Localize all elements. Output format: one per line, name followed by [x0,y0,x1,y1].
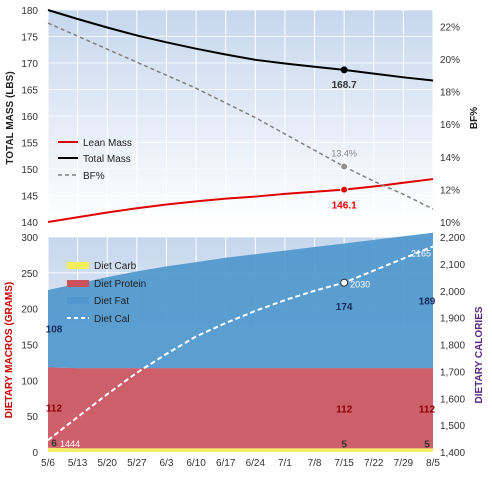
diet-annotation-label: 112 [46,404,63,415]
calories-y-axis-title: DIETARY CALORIES [474,306,485,403]
macros-y-tick-label: 100 [21,376,38,387]
legend-diet-cal-label: Diet Cal [94,314,130,325]
legend-total-mass-label: Total Mass [83,154,131,165]
calories-y-tick-label: 1,400 [440,448,465,459]
x-tick-label: 5/20 [97,458,117,469]
mass-chart: 168.7 13.4% 146.1 140 145 150 155 160 165 170 175… [5,6,480,229]
diet-annotation-label: 108 [46,325,63,336]
calories-y-tick-label: 1,800 [440,341,465,352]
x-tick-label: 6/10 [186,458,206,469]
calories-y-tick-label: 2,200 [440,233,465,244]
x-tick-label: 5/6 [41,458,55,469]
legend-diet-fat-swatch [67,297,89,304]
mass-y-tick-label: 140 [21,218,38,229]
diet-fat-area [48,232,433,369]
macros-y-tick-label: 200 [21,305,38,316]
x-tick-label: 7/22 [364,458,384,469]
calories-y-tick-labels: 1,400 1,500 1,600 1,700 1,800 1,900 2,000 2,100… [440,233,465,459]
x-tick-label: 7/15 [334,458,354,469]
diet-carb-area [48,447,433,452]
mass-y-axis-title: TOTAL MASS (LBS) [5,71,16,164]
mass-annotation-marker [340,162,349,171]
lean-mass-line [47,178,434,223]
diet-cal-marker [340,278,349,287]
legend-diet-protein-swatch [67,280,89,287]
bf-y-tick-labels: 10% 12% 14% 16% 18% 20% 22% [440,22,460,229]
diet-protein-area [48,367,433,449]
mass-annotation-label: 168.7 [332,80,357,91]
bf-y-tick-label: 18% [440,88,460,99]
diet-chart: 6 5 5 112 112 112 108 174 189 1444 2030 2165 0 50 100… [4,232,485,469]
legend-diet-protein-label: Diet Protein [94,279,146,290]
x-tick-label: 7/8 [308,458,322,469]
bf-y-tick-label: 20% [440,55,460,66]
mass-y-tick-label: 155 [21,139,38,150]
x-tick-label: 7/29 [394,458,414,469]
bf-y-tick-label: 22% [440,22,460,33]
mass-y-tick-labels: 140 145 150 155 160 165 170 175 180 [21,6,38,229]
diet-annotation-label: 112 [336,404,353,415]
mass-y-tick-label: 170 [21,59,38,70]
diet-annotation-label: 5 [424,439,430,450]
mass-y-tick-label: 150 [21,165,38,176]
mass-y-tick-label: 180 [21,6,38,17]
macros-y-axis-title: DIETARY MACROS (GRAMS) [4,282,15,418]
legend-diet-carb-label: Diet Carb [94,261,137,272]
diet-annotation-label: 189 [419,296,436,307]
bf-y-tick-label: 10% [440,218,460,229]
diet-annotation-label: 5 [341,439,347,450]
diet-annotation-label: 2030 [350,280,370,290]
diet-annotation-label: 2165 [411,248,431,258]
macros-y-tick-label: 50 [27,412,39,423]
x-tick-label: 6/17 [216,458,236,469]
mass-annotation-marker [340,185,349,194]
diet-legend: Diet Carb Diet Protein Diet Fat Diet Cal [67,261,146,325]
x-tick-label: 6/3 [160,458,174,469]
legend-lean-mass-label: Lean Mass [83,138,132,149]
calories-y-tick-label: 1,900 [440,314,465,325]
macros-y-tick-label: 250 [21,269,38,280]
diet-series: 6 5 5 112 112 112 108 174 189 1444 2030 2165 [46,232,436,452]
diet-annotation-label: 174 [336,302,353,313]
mass-y-tick-label: 175 [21,33,38,44]
mass-legend: Lean Mass Total Mass BF% [58,138,132,182]
x-tick-label: 5/27 [127,458,147,469]
date-x-tick-labels: 5/6 5/13 5/20 5/27 6/3 6/10 6/17 6/24 7/1 7/8 7/15… [41,458,440,469]
bf-y-axis-title: BF% [469,107,480,129]
diet-annotation-label: 112 [419,404,436,415]
calories-y-tick-label: 1,700 [440,367,465,378]
diet-annotation-label: 6 [51,439,57,450]
macros-y-tick-label: 150 [21,341,38,352]
diet-cal-line [47,245,434,441]
x-tick-label: 8/5 [426,458,440,469]
bf-y-tick-label: 14% [440,153,460,164]
macros-y-tick-label: 0 [32,448,38,459]
calories-y-tick-label: 1,600 [440,394,465,405]
mass-annotation-label: 146.1 [332,201,357,212]
x-tick-label: 6/24 [246,458,266,469]
legend-diet-carb-swatch [67,262,89,269]
mass-y-tick-label: 165 [21,86,38,97]
calories-y-tick-label: 2,000 [440,287,465,298]
legend-bf-label: BF% [83,171,105,182]
mass-y-tick-label: 160 [21,112,38,123]
calories-y-tick-label: 1,500 [440,421,465,432]
macros-y-tick-label: 300 [21,233,38,244]
calories-y-tick-label: 2,100 [440,260,465,271]
mass-y-tick-label: 145 [21,192,38,203]
bf-y-tick-label: 12% [440,185,460,196]
legend-diet-fat-label: Diet Fat [94,296,129,307]
x-tick-label: 7/1 [278,458,292,469]
mass-series: 168.7 13.4% 146.1 [47,9,434,223]
mass-annotation-label: 13.4% [331,149,357,159]
bf-y-tick-label: 16% [440,120,460,131]
diet-annotation-label: 1444 [60,439,80,449]
total-mass-line [47,9,434,82]
x-tick-label: 5/13 [68,458,88,469]
macros-y-tick-labels: 0 50 100 150 200 250 300 [21,233,38,459]
bf-line [47,22,434,210]
mass-annotation-marker [340,66,348,74]
